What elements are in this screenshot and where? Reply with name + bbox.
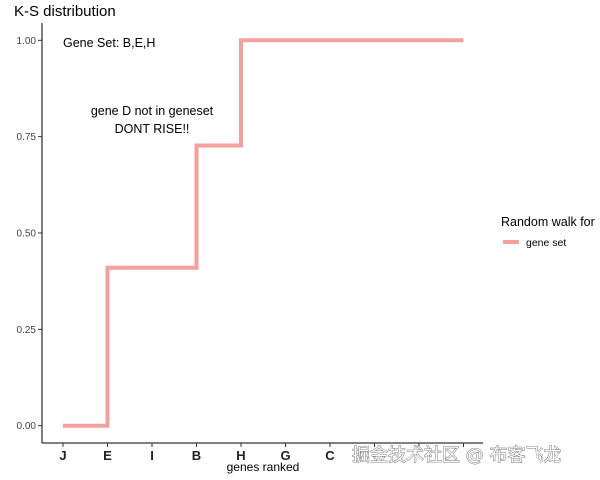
y-tick-label: 0.00 [17, 421, 37, 432]
x-tick-label: I [150, 448, 154, 463]
x-axis-label: genes ranked [227, 460, 300, 474]
x-tick-label: J [59, 448, 66, 463]
y-tick-label: 0.75 [17, 132, 37, 143]
note-line-1: gene D not in geneset [91, 104, 214, 118]
x-tick-label: E [103, 448, 112, 463]
x-tick-label: G [280, 448, 290, 463]
note-line-2: DONT RISE!! [115, 122, 190, 136]
x-tick-label: C [325, 448, 335, 463]
legend: Random walk for gene set [501, 215, 595, 249]
series-layer [63, 38, 464, 428]
legend-label: gene set [526, 237, 566, 249]
x-tick-label: B [192, 448, 201, 463]
watermark: 掘金技术社区 @ 布客飞龙 [352, 445, 561, 466]
legend-title: Random walk for [501, 215, 595, 229]
y-tick-label: 1.00 [17, 36, 37, 47]
gene-set-annotation: Gene Set: B,E,H [63, 36, 155, 50]
y-tick-label: 0.25 [17, 325, 37, 336]
y-axis: 0.00 0.25 0.50 0.75 1.00 [17, 23, 43, 443]
series-line-gene-set [63, 38, 464, 428]
x-tick-label: H [236, 448, 245, 463]
y-tick-label: 0.50 [17, 229, 37, 240]
chart-title: K-S distribution [14, 3, 116, 20]
